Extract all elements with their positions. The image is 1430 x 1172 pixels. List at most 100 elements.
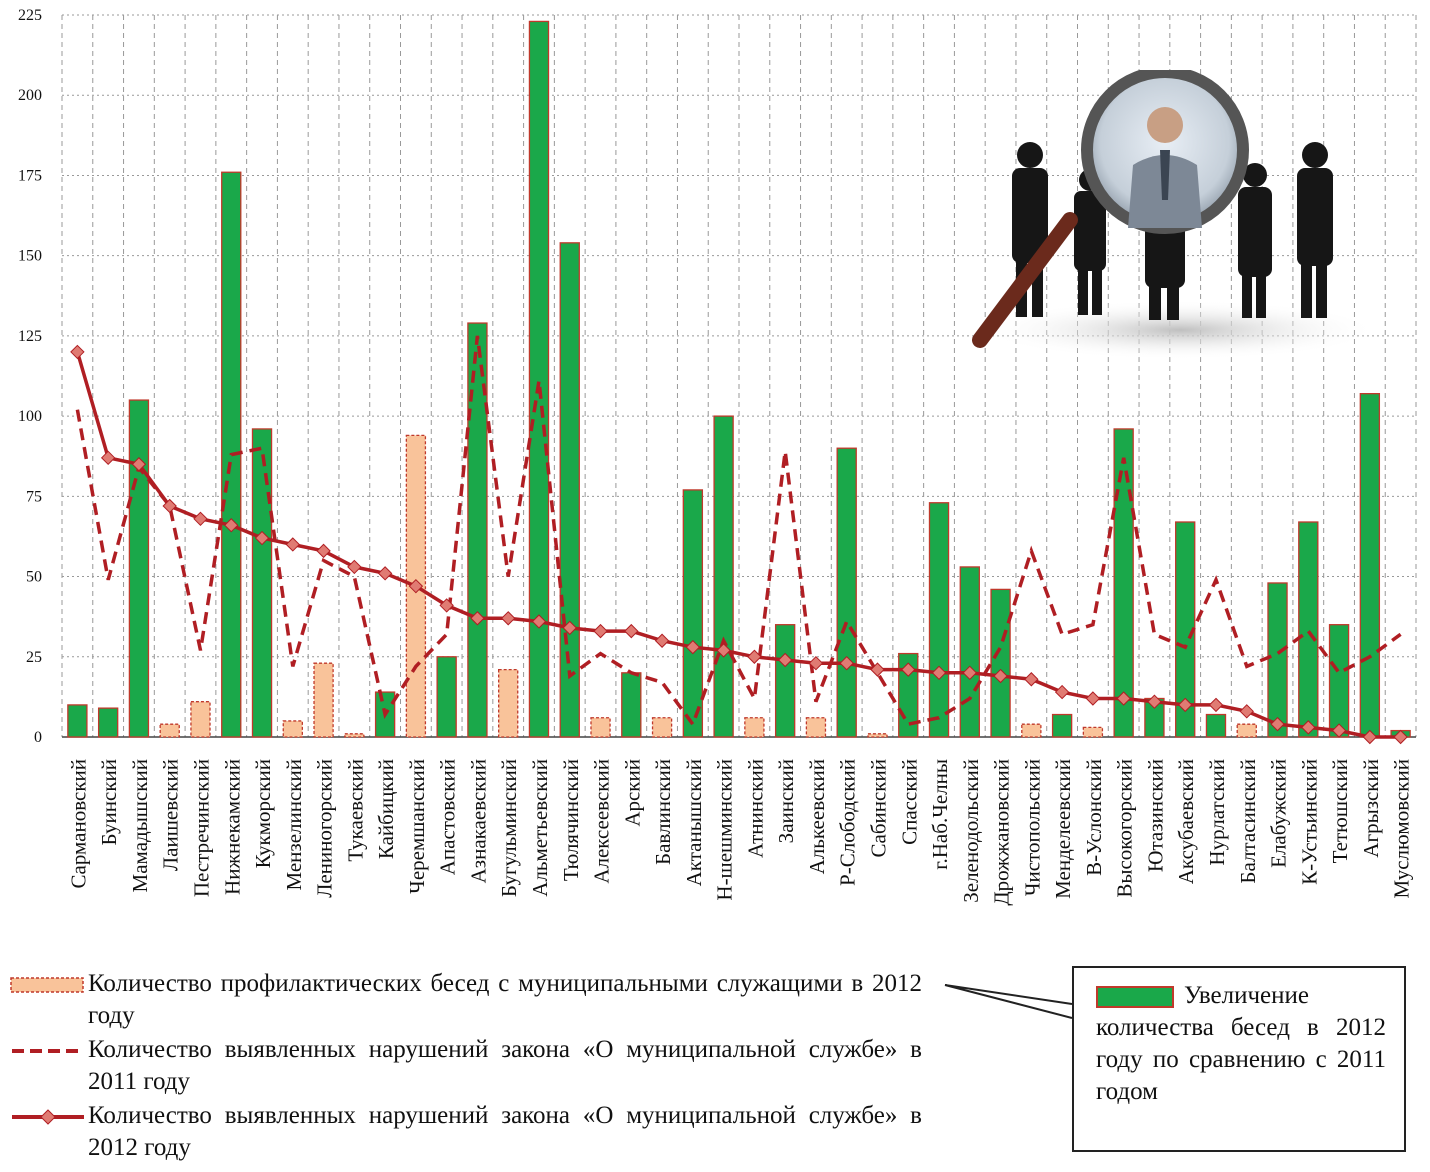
y-tick-label: 50 <box>26 569 42 586</box>
chart: 0 25 50 75 100 125 150 175 200 225 Сармановский Бу… <box>18 7 1417 906</box>
x-tick-label: Бавлинский <box>651 759 675 865</box>
bar-green <box>682 489 704 738</box>
line-marker <box>685 639 701 655</box>
line-marker <box>1177 697 1193 713</box>
line-marker <box>1085 691 1101 706</box>
bar-green <box>836 447 857 738</box>
x-tick-label: Лениногорский <box>313 759 337 898</box>
bar-peach <box>867 733 888 738</box>
line-marker <box>624 623 639 639</box>
bars <box>67 20 1411 738</box>
series-line-2012 <box>75 351 1401 739</box>
line-marker <box>1239 704 1254 719</box>
line-marker <box>901 662 916 677</box>
bar-green <box>1051 713 1073 738</box>
x-tick-label: Лаишевский <box>159 759 183 871</box>
line-marker <box>347 559 362 575</box>
x-tick-label: Тукаевский <box>343 759 367 862</box>
x-tick-label: Альметьевский <box>528 759 552 897</box>
x-tick-label: Актанышский <box>682 759 706 886</box>
line-marker <box>777 652 793 668</box>
peach-bar-swatch <box>10 977 84 993</box>
bar-peach <box>744 717 765 738</box>
x-tick-label: Менделеевский <box>1051 759 1075 899</box>
x-tick-label: Тюлячинский <box>559 759 583 881</box>
line-marker <box>1024 672 1039 687</box>
x-tick-label: г.Наб.Челны <box>928 759 952 870</box>
line-marker <box>193 511 208 527</box>
y-tick-label: 175 <box>18 167 42 184</box>
x-tick-label: Буинский <box>97 759 121 846</box>
legend-item-peach: Количество профилактических бесед с муни… <box>10 968 922 1032</box>
x-tick-label: Кайбицкий <box>374 759 398 859</box>
x-tick-label: Муслюмовский <box>1390 759 1414 898</box>
x-tick-label: Кукморский <box>251 759 275 868</box>
line-marker <box>593 623 608 639</box>
line-marker <box>870 662 885 677</box>
bar-green <box>621 672 642 738</box>
legend-item3-text: Количество выявленных нарушений закона «… <box>88 1102 922 1161</box>
line-marker <box>224 518 239 533</box>
x-tick-label: Алькеевский <box>805 759 829 874</box>
x-tick-label: Тетюшский <box>1328 759 1352 863</box>
x-tick-label: Нижнекамский <box>220 759 244 895</box>
green-bar-swatch <box>1096 986 1174 1009</box>
line-marker <box>377 566 393 581</box>
y-axis: 0 25 50 75 100 125 150 175 200 225 <box>18 7 42 746</box>
line-marker <box>1270 716 1285 732</box>
bar-peach <box>282 720 303 738</box>
bar-green <box>1205 713 1227 738</box>
legend-callout: Увеличение количества бесед в 2012 году … <box>1072 966 1406 1152</box>
x-tick-label: Мамадышский <box>128 759 152 892</box>
x-tick-label: Н-шешминский <box>713 759 737 901</box>
x-tick-label: Пестречинский <box>189 759 213 897</box>
bar-green <box>928 502 950 738</box>
legend-item2-text: Количество выявленных нарушений закона «… <box>88 1036 922 1095</box>
bar-peach <box>1021 723 1042 738</box>
bar-green <box>436 656 457 738</box>
x-tick-label: Ютазинский <box>1143 759 1167 872</box>
grid <box>61 14 1417 738</box>
line-marker <box>70 344 85 360</box>
line-marker <box>162 498 177 514</box>
bar-peach <box>651 717 673 738</box>
line-marker <box>254 530 270 546</box>
bar-green <box>559 242 580 738</box>
y-tick-label: 200 <box>18 87 42 104</box>
line-marker <box>808 655 824 671</box>
line-marker <box>500 611 516 626</box>
bar-green <box>1267 582 1288 738</box>
bar-peach <box>498 668 519 738</box>
x-tick-label: Атнинский <box>743 759 767 858</box>
bar-green <box>128 399 150 738</box>
x-axis-labels: Сармановский Буинский Мамадышский Лаишевски… <box>66 759 1413 906</box>
bar-green <box>1359 392 1381 738</box>
y-tick-label: 150 <box>18 248 42 265</box>
x-tick-label: Сабинский <box>866 759 890 858</box>
line-marker <box>993 668 1008 684</box>
legend: Количество профилактических бесед с муни… <box>10 968 922 1166</box>
line-marker <box>1393 729 1408 745</box>
bar-green <box>990 588 1011 738</box>
x-tick-label: Азнакаевский <box>466 759 490 883</box>
x-tick-label: Агрызский <box>1359 759 1383 858</box>
x-tick-label: Заинский <box>774 759 798 843</box>
x-tick-label: Нурлатский <box>1205 759 1229 866</box>
x-tick-label: В-Услонский <box>1082 759 1106 876</box>
line-marker <box>100 450 116 466</box>
x-tick-label: Арский <box>620 759 644 827</box>
legend-item-diamond: Количество выявленных нарушений закона «… <box>10 1100 922 1164</box>
line-marker <box>962 665 978 681</box>
x-tick-label: Спасский <box>897 759 921 845</box>
x-tick-label: Дрожжановский <box>990 759 1014 906</box>
bar-peach <box>590 717 611 738</box>
x-tick-label: Мензелинский <box>282 759 306 891</box>
line-marker <box>839 655 854 671</box>
bar-peach <box>1236 723 1257 738</box>
line-marker <box>1331 723 1347 738</box>
x-tick-label: Зеленодольский <box>959 759 983 903</box>
legend-item-dashed: Количество выявленных нарушений закона «… <box>10 1034 922 1098</box>
x-tick-label: Р-Слободский <box>836 759 860 886</box>
bar-green <box>1298 521 1319 738</box>
bar-peach <box>1082 726 1104 738</box>
